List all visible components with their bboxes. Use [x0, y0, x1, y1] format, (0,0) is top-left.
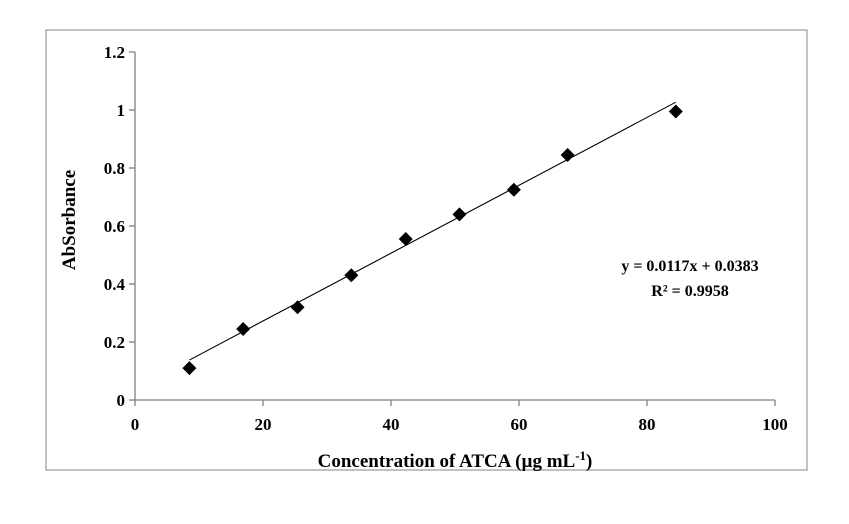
x-tick-label: 40 [383, 415, 400, 434]
x-tick-label: 0 [131, 415, 140, 434]
x-tick-labels: 0 20 40 60 80 100 [131, 415, 788, 434]
y-tick-label: 0.2 [104, 333, 125, 352]
axes [129, 51, 776, 406]
data-point-diamond [290, 300, 305, 315]
r-squared: R² = 0.9958 [651, 283, 728, 300]
trendline [189, 101, 677, 361]
x-tick-label: 60 [511, 415, 528, 434]
data-point-diamond [182, 361, 197, 376]
data-point-diamond [344, 268, 359, 283]
x-axis-title: Concentration of ATCA (µg mL-1) [318, 448, 593, 472]
r-squared-prefix: R² = [651, 283, 684, 300]
x-tick-label: 80 [639, 415, 656, 434]
x-tick-label: 20 [255, 415, 272, 434]
y-axis-title: AbSorbance [59, 170, 80, 270]
y-tick-label: 1.2 [104, 43, 125, 62]
y-tick-label: 0.6 [104, 217, 125, 236]
x-tick-label: 100 [762, 415, 788, 434]
data-point-diamond [452, 207, 467, 222]
r-squared-value: 0.9958 [685, 283, 729, 300]
regression-equation: y = 0.0117x + 0.0383 [621, 258, 758, 275]
chart-area-border [45, 29, 808, 471]
y-tick-label: 0.4 [104, 275, 126, 294]
y-tick-label: 0.8 [104, 159, 125, 178]
data-point-diamond [506, 182, 521, 197]
y-tick-label: 1 [117, 101, 126, 120]
x-axis-title-end: ) [586, 451, 592, 472]
y-tick-label: 0 [117, 391, 126, 410]
y-tick-labels: 0 0.2 0.4 0.6 0.8 1 1.2 [104, 43, 126, 410]
data-points [182, 104, 683, 376]
x-axis-title-main: Concentration of ATCA (µg mL [318, 451, 576, 472]
data-point-diamond [668, 104, 683, 119]
data-point-diamond [560, 147, 575, 162]
trendline-group [189, 101, 677, 361]
data-point-diamond [398, 232, 413, 247]
data-point-diamond [236, 321, 251, 336]
x-axis-title-superscript: -1 [575, 448, 586, 463]
